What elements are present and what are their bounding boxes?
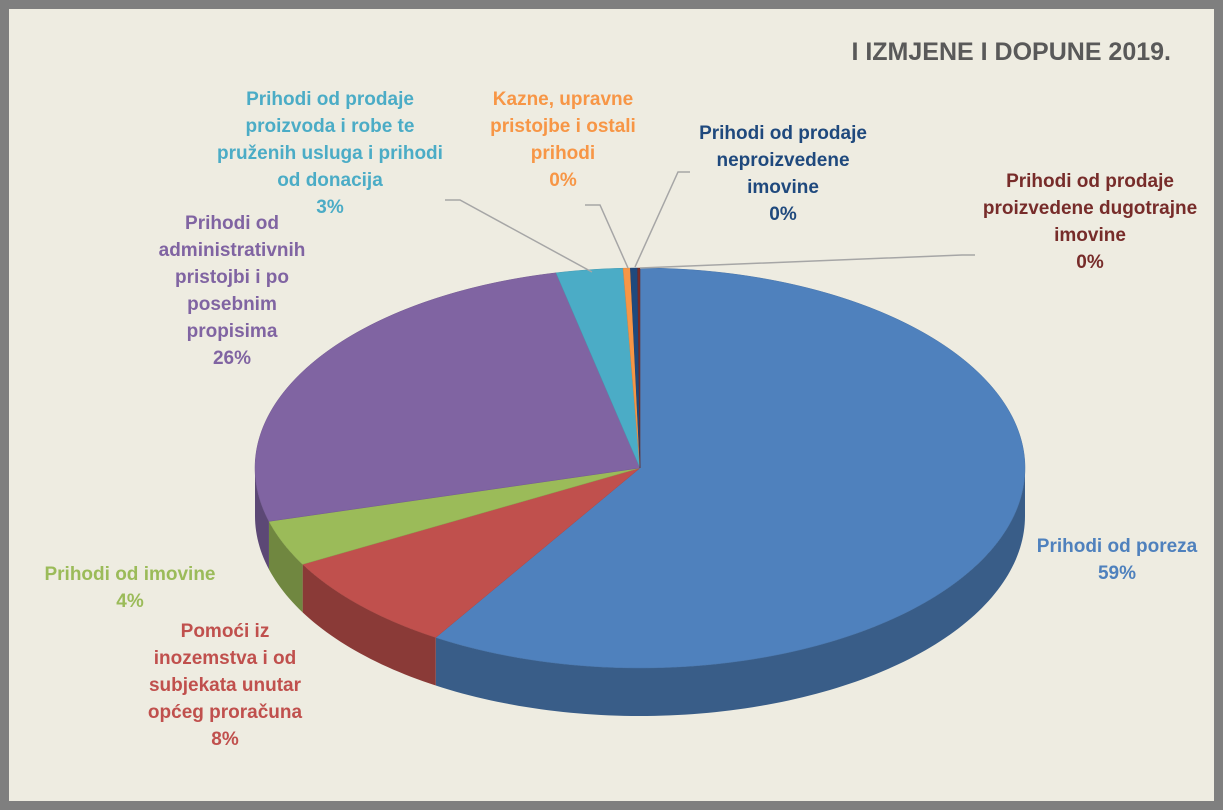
data-label: Prihodi od prodaje proizvoda i robe te p… <box>215 86 445 221</box>
pie-slice <box>435 267 1026 669</box>
value-label: 0% <box>769 204 797 225</box>
category-label: Prihodi od prodaje neproizvedene imovine <box>699 123 867 198</box>
leader-line <box>585 204 629 269</box>
category-label: Kazne, upravne pristojbe i ostali prihod… <box>490 89 636 164</box>
data-label: Prihodi od administrativnih pristojbi i … <box>147 210 317 372</box>
category-label: Prihodi od imovine <box>44 564 216 585</box>
pie-slice <box>302 467 641 638</box>
leader-lines <box>445 171 975 273</box>
value-label: 26% <box>212 348 252 369</box>
pie-tops <box>254 267 1026 669</box>
data-label: Prihodi od prodaje neproizvedene imovine… <box>683 120 883 228</box>
category-label: Prihodi od prodaje proizvoda i robe te p… <box>217 89 443 191</box>
pie-side <box>268 521 303 613</box>
category-label: Prihodi od prodaje proizvedene dugotrajn… <box>982 171 1198 246</box>
value-label: 3% <box>316 197 344 218</box>
value-label: 8% <box>211 729 239 750</box>
pie-side <box>435 468 1026 716</box>
data-label: Pomoći iz inozemstva i od subjekata unut… <box>140 618 310 753</box>
pie-side <box>302 564 436 686</box>
chart-title: I IZMJENE I DOPUNE 2019. <box>851 38 1171 66</box>
leader-line <box>634 171 690 268</box>
value-label: 0% <box>549 170 577 191</box>
pie-slice <box>637 267 641 469</box>
category-label: Prihodi od administrativnih pristojbi i … <box>158 213 306 342</box>
data-label: Prihodi od poreza 59% <box>1007 533 1223 587</box>
data-label: Kazne, upravne pristojbe i ostali prihod… <box>468 86 658 194</box>
pie-sides <box>255 468 1026 716</box>
value-label: 59% <box>1097 563 1137 584</box>
pie-slice <box>254 272 641 522</box>
data-label: Prihodi od imovine 4% <box>20 561 240 615</box>
leader-line <box>639 254 975 269</box>
leader-line <box>445 199 593 273</box>
category-label: Pomoći iz inozemstva i od subjekata unut… <box>147 621 303 723</box>
value-label: 4% <box>116 591 144 612</box>
pie-side <box>255 468 269 570</box>
data-label: Prihodi od prodaje proizvedene dugotrajn… <box>975 168 1205 276</box>
category-label: Prihodi od poreza <box>1036 536 1198 557</box>
pie-slice <box>268 467 641 565</box>
value-label: 0% <box>1076 252 1104 273</box>
